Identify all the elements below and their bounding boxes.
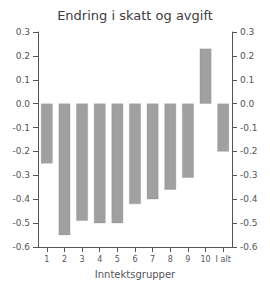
- svg-text:2: 2: [62, 255, 67, 264]
- svg-text:0.2: 0.2: [16, 51, 30, 61]
- svg-text:-0.4: -0.4: [240, 194, 258, 204]
- svg-text:0.0: 0.0: [240, 99, 255, 109]
- svg-text:-0.3: -0.3: [240, 170, 258, 180]
- svg-text:0.3: 0.3: [16, 27, 30, 37]
- svg-text:0.1: 0.1: [16, 75, 30, 85]
- svg-text:-0.3: -0.3: [12, 170, 30, 180]
- svg-text:7: 7: [150, 255, 155, 264]
- svg-text:1: 1: [44, 255, 49, 264]
- svg-text:5: 5: [115, 255, 120, 264]
- svg-text:0.2: 0.2: [240, 51, 254, 61]
- svg-text:9: 9: [185, 255, 190, 264]
- svg-text:-0.6: -0.6: [12, 242, 30, 252]
- svg-text:0.1: 0.1: [240, 75, 254, 85]
- svg-text:Endring i skatt og avgift: Endring i skatt og avgift: [57, 8, 213, 23]
- svg-text:10: 10: [200, 255, 210, 264]
- svg-text:Inntektsgrupper: Inntektsgrupper: [95, 269, 176, 280]
- svg-text:-0.6: -0.6: [240, 242, 258, 252]
- svg-text:-0.4: -0.4: [12, 194, 30, 204]
- svg-text:I alt: I alt: [216, 255, 231, 264]
- svg-text:8: 8: [168, 255, 173, 264]
- svg-text:0.0: 0.0: [16, 99, 31, 109]
- svg-text:-0.5: -0.5: [12, 218, 30, 228]
- svg-text:-0.2: -0.2: [240, 146, 258, 156]
- svg-text:-0.5: -0.5: [240, 218, 258, 228]
- svg-text:-0.1: -0.1: [12, 123, 30, 133]
- svg-text:4: 4: [97, 255, 102, 264]
- svg-text:-0.1: -0.1: [240, 123, 258, 133]
- svg-text:0.3: 0.3: [240, 27, 254, 37]
- svg-text:6: 6: [132, 255, 137, 264]
- svg-text:-0.2: -0.2: [12, 146, 30, 156]
- svg-text:3: 3: [80, 255, 85, 264]
